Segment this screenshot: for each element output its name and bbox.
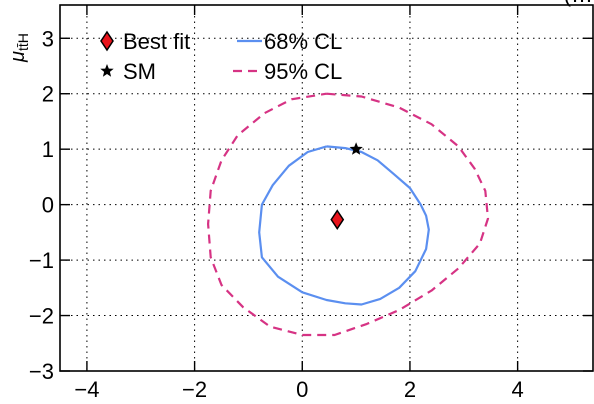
series-95-cl: [207, 92, 490, 337]
axis-ticks: −4 −2 0 2 4 −3 −2 −1 0 1 2 3: [29, 5, 593, 402]
legend: Best fit SM 68% CL 95% CL: [100, 29, 342, 84]
y-tick-label: −2: [29, 304, 54, 329]
y-tick-label: 0: [42, 193, 54, 218]
series-layer: [207, 92, 490, 337]
x-tick-label: 4: [512, 377, 524, 402]
best-fit-marker: [330, 209, 345, 230]
x-tick-label: 2: [404, 377, 416, 402]
legend-best-fit-swatch: [100, 30, 114, 52]
corner-text-fragment: (…: [564, 0, 593, 7]
plot-background: [60, 5, 593, 371]
legend-sm-swatch: [100, 64, 114, 77]
plot-frame: [59, 4, 594, 372]
y-tick-label: −1: [29, 248, 54, 273]
markers-layer: [330, 142, 363, 230]
y-tick-label: 2: [42, 82, 54, 107]
series-68-cl: [258, 145, 430, 306]
y-tick-label: 3: [42, 26, 54, 51]
y-axis-title-main: μ: [7, 51, 29, 63]
legend-68-label: 68% CL: [264, 29, 342, 54]
x-tick-label: −2: [182, 377, 207, 402]
x-tick-label: −4: [74, 377, 99, 402]
sm-marker: [349, 142, 363, 155]
y-axis-title: μtt̄H: [7, 33, 31, 63]
y-axis-title-sub: tt̄H: [15, 33, 31, 51]
x-tick-label: 0: [296, 377, 308, 402]
legend-95-label: 95% CL: [264, 59, 342, 84]
legend-sm-label: SM: [123, 59, 156, 84]
y-tick-label: 1: [42, 137, 54, 162]
legend-best-fit-label: Best fit: [123, 29, 190, 54]
y-tick-label: −3: [29, 359, 54, 384]
